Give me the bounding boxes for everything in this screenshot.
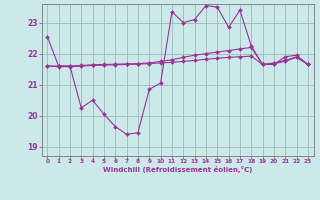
X-axis label: Windchill (Refroidissement éolien,°C): Windchill (Refroidissement éolien,°C)	[103, 166, 252, 173]
